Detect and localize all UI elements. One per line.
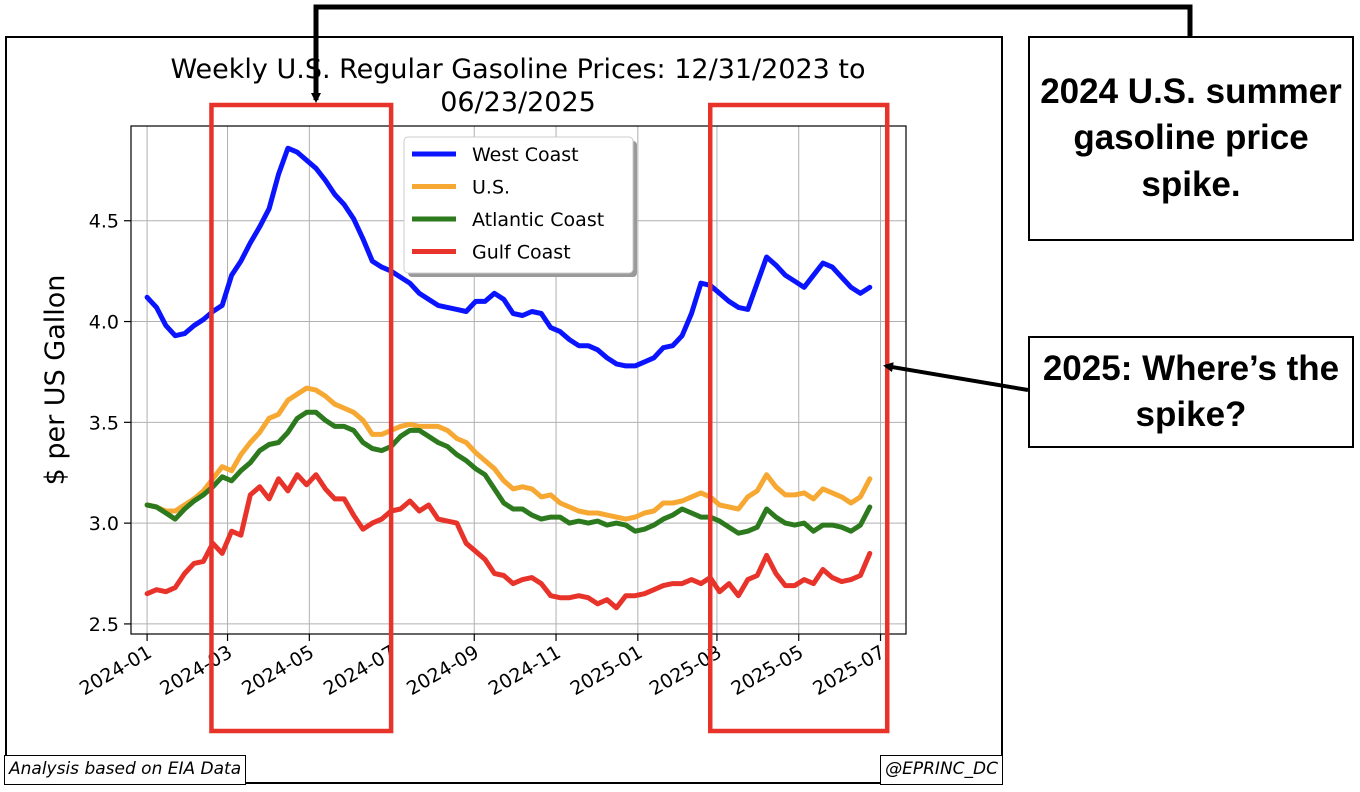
- series-line-gulf-coast: [144, 472, 873, 611]
- callout-2025-spike: 2025: Where’s the spike?: [1028, 336, 1354, 448]
- x-tick-label: 2024-09: [403, 641, 483, 700]
- y-tick-label: 3.5: [89, 412, 119, 434]
- chart-title-line-1: Weekly U.S. Regular Gasoline Prices: 12/…: [170, 54, 865, 85]
- x-tick-label: 2025-03: [646, 641, 726, 700]
- source-note: Analysis based on EIA Data: [4, 755, 247, 785]
- legend-label: Atlantic Coast: [472, 209, 604, 231]
- x-ticks: 2024-01 2024-03 2024-05 2024-07 2024-09 2024-…: [76, 634, 889, 700]
- arrow-2024-spike: [311, 4, 1193, 103]
- chart-title-line-2: 06/23/2025: [440, 87, 596, 118]
- handle-note: @EPRINC_DC: [880, 755, 1003, 785]
- x-tick-label: 2025-07: [809, 641, 889, 700]
- x-tick-label: 2025-01: [567, 641, 647, 700]
- series-line-u-s: [144, 385, 873, 522]
- highlight-box-2024: [209, 102, 394, 734]
- arrow-2025-spike: [883, 362, 1029, 392]
- x-tick-label: 2025-05: [727, 641, 807, 700]
- callout-2025-spike-text: 2025: Where’s the spike?: [1042, 348, 1340, 434]
- y-tick-label: 4.0: [89, 312, 119, 334]
- x-tick-label: 2024-01: [76, 641, 156, 700]
- highlight-box-2025: [707, 102, 890, 734]
- legend-box: [403, 136, 634, 274]
- series-line-west-coast: [144, 145, 873, 369]
- highlight-boxes: [209, 102, 890, 734]
- y-tick-label: 3.0: [89, 513, 119, 535]
- x-tick-label: 2024-05: [238, 641, 318, 700]
- legend-label: U.S.: [472, 177, 510, 199]
- legend: West Coast U.S. Atlantic Coast Gulf Coast: [403, 136, 637, 277]
- x-tick-label: 2024-07: [320, 641, 400, 700]
- callout-2024-spike: 2024 U.S. summer gasoline price spike.: [1028, 36, 1354, 241]
- y-tick-label: 2.5: [89, 614, 119, 636]
- legend-label: West Coast: [472, 144, 579, 166]
- callout-2024-spike-text: 2024 U.S. summer gasoline price spike.: [1040, 72, 1342, 204]
- axes-frame: [130, 125, 907, 635]
- series-lines: [144, 145, 873, 611]
- legend-label: Gulf Coast: [472, 242, 571, 264]
- x-tick-label: 2024-11: [485, 641, 565, 700]
- x-tick-label: 2024-03: [156, 641, 236, 700]
- y-axis-label: $ per US Gallon: [40, 275, 71, 486]
- y-tick-label: 4.5: [89, 211, 119, 233]
- callout-arrows: [311, 4, 1193, 392]
- series-line-atlantic-coast: [144, 409, 873, 536]
- y-ticks: 2.5 3.0 3.5 4.0 4.5: [89, 211, 131, 636]
